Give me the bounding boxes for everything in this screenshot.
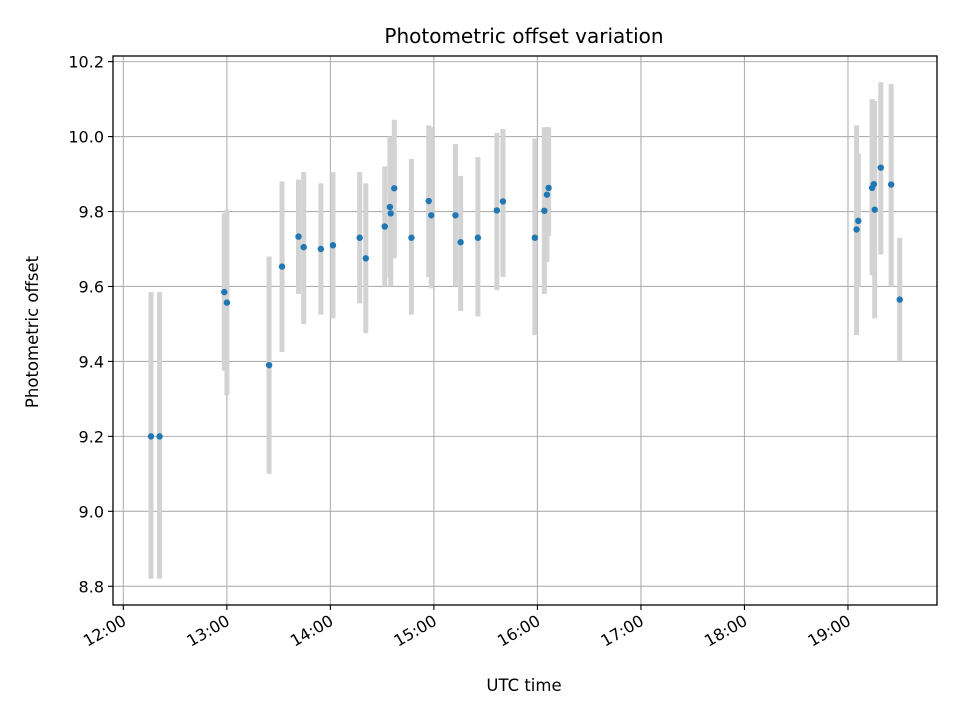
data-point <box>531 234 539 241</box>
data-point <box>387 210 394 217</box>
data-point <box>386 203 394 211</box>
data-point <box>428 212 435 219</box>
y-tick-label: 10.0 <box>68 128 104 147</box>
data-point <box>457 239 464 246</box>
y-axis-ticks: 8.8 9.0 9.2 9.4 9.6 9.8 10.0 10.2 <box>68 53 113 596</box>
data-point <box>452 212 459 219</box>
x-axis-label: UTC time <box>486 676 561 695</box>
data-point <box>381 223 388 230</box>
data-point <box>541 207 548 214</box>
chart-title: Photometric offset variation <box>384 24 663 48</box>
data-point <box>278 263 286 270</box>
data-point <box>221 288 228 296</box>
y-tick-label: 9.8 <box>79 203 104 222</box>
data-point <box>223 299 231 306</box>
y-tick-label: 9.2 <box>79 427 104 446</box>
y-tick-label: 8.8 <box>79 577 104 596</box>
data-point <box>853 226 860 233</box>
data-point <box>265 361 273 369</box>
data-point <box>493 207 501 214</box>
data-point <box>425 197 432 205</box>
data-point <box>870 180 878 188</box>
data-point <box>362 255 369 262</box>
data-point <box>329 242 337 249</box>
y-axis-label: Photometric offset <box>23 255 42 408</box>
data-point <box>356 234 363 241</box>
y-tick-label: 9.4 <box>79 352 104 371</box>
y-tick-label: 10.2 <box>68 53 104 72</box>
y-tick-label: 9.0 <box>79 502 104 521</box>
data-point <box>317 245 325 253</box>
grid <box>113 56 937 605</box>
data-point <box>877 164 884 171</box>
data-point <box>855 217 862 225</box>
data-point <box>300 243 307 251</box>
data-point <box>543 191 551 198</box>
plot-frame <box>112 55 938 606</box>
data-point <box>474 234 482 241</box>
data-point <box>887 181 895 188</box>
y-tick-label: 9.6 <box>79 277 104 296</box>
data-point <box>499 198 507 205</box>
data-point <box>408 234 415 241</box>
data-point <box>147 433 155 440</box>
data-point <box>545 184 552 192</box>
data-point <box>896 296 903 303</box>
data-points <box>147 164 903 440</box>
data-point <box>391 185 398 192</box>
data-point <box>295 233 302 240</box>
data-point <box>871 206 878 213</box>
data-point <box>156 433 163 440</box>
